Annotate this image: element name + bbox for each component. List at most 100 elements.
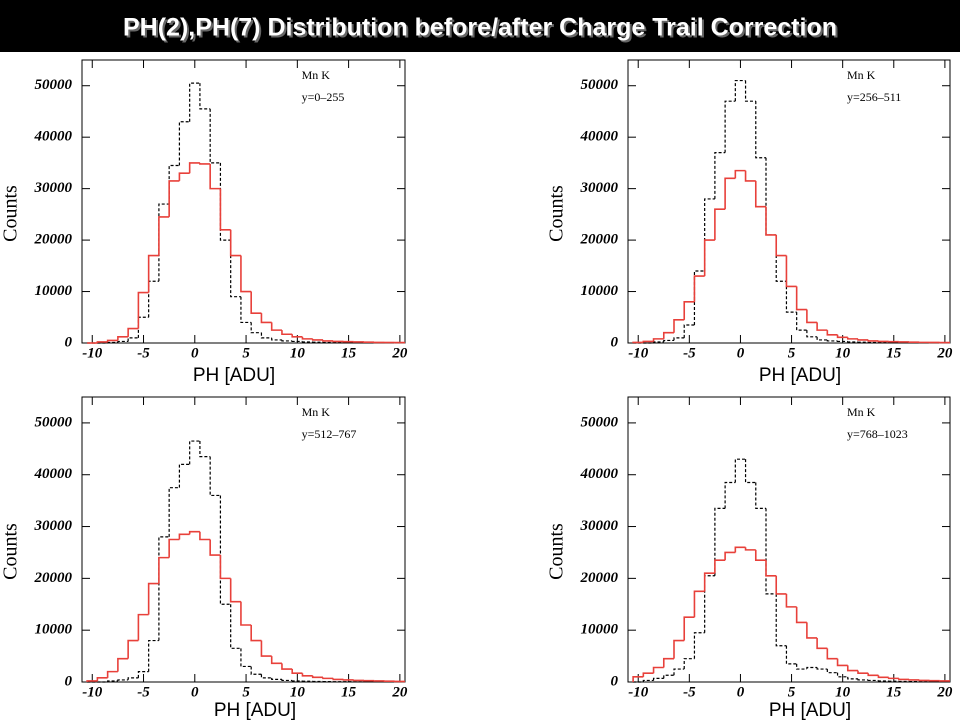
y-tick-label: 30000 [580,180,619,196]
histogram-bin [734,169,746,179]
histogram-bin [240,601,252,626]
histogram-bin [117,657,129,672]
x-tick-label: -10 [82,684,102,700]
histogram-bin [693,270,705,325]
y-axis-label: Counts [546,185,568,242]
histogram-bin [785,593,797,608]
plot-frame [81,396,406,683]
x-tick-label: 0 [737,345,745,361]
histogram-bin [270,656,282,665]
histogram-bin [209,539,221,556]
histogram-bin [240,648,252,668]
histogram-bin [785,281,797,313]
title-bar [0,0,960,52]
histogram-bin [877,340,889,343]
title-shadow: PH(2),PH(7) Distribution before/after Ch… [125,16,839,44]
annotation: Mn K [847,68,876,82]
x-tick-label: -5 [137,684,150,700]
x-tick-label: 5 [242,345,250,361]
histogram-bin [857,670,869,674]
histogram-bin [703,572,715,592]
histogram-bin [826,330,838,336]
histogram-bin [158,203,170,282]
plot-frame [627,59,951,344]
histogram-bin [137,671,149,678]
histogram-bin [147,582,159,615]
histogram-bin [219,188,231,231]
y-tick-label: 10000 [581,283,619,299]
histogram-bin [663,339,674,342]
histogram-bin [652,338,664,342]
histogram-bin [281,679,293,682]
histogram-bin [765,206,777,236]
histogram-bin [775,575,787,595]
histogram-bin [744,170,756,182]
histogram-bin [847,676,858,680]
histogram-bin [127,327,139,337]
histogram-bin [632,676,644,682]
y-tick-label: 50000 [35,414,73,430]
x-tick-label: 20 [936,684,953,700]
histogram-bin [918,679,930,682]
histogram-bin [189,82,200,122]
histogram-bin [877,675,889,679]
histogram-bin [178,121,190,166]
histogram-bin [230,240,241,298]
histogram-bin [806,309,818,324]
histogram-bin [744,459,756,484]
histogram-bin [806,666,818,670]
histogram-bin [765,508,777,595]
histogram-bin [158,556,170,584]
histogram-bin [806,622,818,639]
histogram-bin [332,678,344,681]
y-tick-label: 50000 [581,414,619,430]
x-tick-label: -5 [137,345,150,361]
histogram-bin [683,324,695,338]
histogram-bin [260,674,272,679]
histogram-bin [311,675,323,679]
histogram-bin [342,679,354,681]
histogram-bin [209,108,221,164]
y-tick-label: 10000 [35,622,73,638]
histogram-bin [250,291,262,314]
histogram-bin [846,337,858,340]
y-axis-label: Counts [0,523,22,580]
y-tick-label: 50000 [35,77,73,93]
histogram-bin [148,280,159,318]
histogram-bin [693,275,705,302]
histogram-bin [642,679,654,682]
histogram-bin [168,538,180,558]
histogram-bin [322,677,334,680]
histogram-bin [240,255,252,293]
histogram-bin [352,679,364,682]
histogram-bin [898,678,910,681]
histogram-bin [291,669,303,674]
x-axis-label: PH [ADU] [769,700,851,720]
annotation: y=512–767 [302,427,357,441]
histogram-bin [271,337,282,341]
histogram-bin [857,338,869,341]
histogram-bin [724,551,736,561]
x-tick-label: 0 [191,345,199,361]
histogram-bin [826,339,838,342]
x-tick-label: 15 [886,684,902,700]
histogram-bin [106,339,118,342]
histogram-bin [642,672,654,677]
histogram-bin [867,673,879,677]
histogram-bin [199,162,211,165]
histogram-bin [693,632,705,659]
histogram-bin [714,208,726,241]
histogram-bin [168,180,180,217]
histogram-bin [908,679,920,681]
y-tick-label: 40000 [34,466,73,482]
plot-frame [81,59,406,344]
histogram-bin [117,679,129,681]
x-tick-label: 10 [290,345,306,361]
y-axis-label: Counts [546,523,568,580]
y-tick-label: 20000 [580,232,619,248]
annotation: y=0–255 [302,90,345,104]
y-tick-label: 30000 [34,518,73,534]
x-tick-label: 20 [936,345,953,361]
